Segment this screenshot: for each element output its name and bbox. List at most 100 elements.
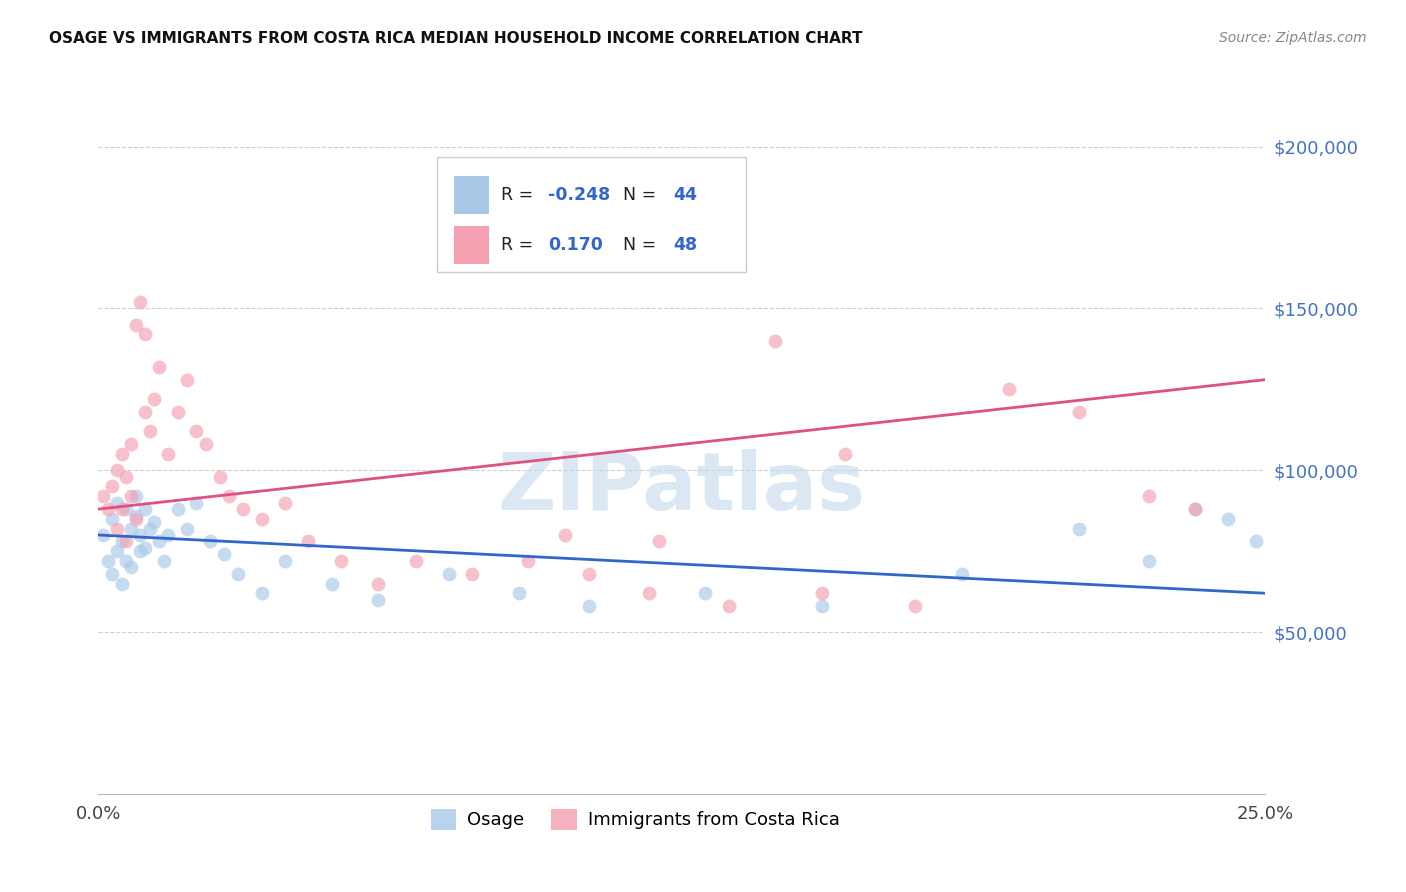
Point bbox=[516, 554, 538, 568]
Text: N =: N = bbox=[612, 186, 662, 204]
Point bbox=[811, 599, 834, 614]
Point bbox=[134, 541, 156, 555]
Point bbox=[176, 373, 198, 387]
Point bbox=[461, 566, 484, 581]
Point bbox=[105, 544, 128, 558]
Point bbox=[125, 508, 148, 523]
Point bbox=[143, 515, 166, 529]
Point bbox=[148, 359, 170, 374]
Point bbox=[97, 554, 120, 568]
Text: N =: N = bbox=[612, 235, 662, 254]
Text: -0.248: -0.248 bbox=[548, 186, 610, 204]
Point bbox=[120, 437, 142, 451]
Point bbox=[250, 512, 273, 526]
Point bbox=[274, 495, 297, 509]
Point bbox=[91, 528, 114, 542]
Point bbox=[578, 599, 600, 614]
Text: OSAGE VS IMMIGRANTS FROM COSTA RICA MEDIAN HOUSEHOLD INCOME CORRELATION CHART: OSAGE VS IMMIGRANTS FROM COSTA RICA MEDI… bbox=[49, 31, 863, 46]
Point bbox=[115, 469, 138, 483]
Text: R =: R = bbox=[501, 235, 544, 254]
Point bbox=[367, 576, 389, 591]
Point bbox=[111, 534, 134, 549]
Point bbox=[554, 528, 576, 542]
Point bbox=[1184, 502, 1206, 516]
Text: Source: ZipAtlas.com: Source: ZipAtlas.com bbox=[1219, 31, 1367, 45]
Point bbox=[250, 586, 273, 600]
Point bbox=[101, 512, 124, 526]
Point bbox=[120, 560, 142, 574]
Point bbox=[139, 522, 162, 536]
Point bbox=[717, 599, 740, 614]
Point bbox=[218, 489, 240, 503]
Legend: Osage, Immigrants from Costa Rica: Osage, Immigrants from Costa Rica bbox=[423, 802, 846, 837]
FancyBboxPatch shape bbox=[454, 226, 489, 264]
Point bbox=[508, 586, 530, 600]
Point bbox=[321, 576, 343, 591]
Point bbox=[129, 295, 152, 310]
Point bbox=[437, 566, 460, 581]
Point bbox=[166, 502, 188, 516]
Point bbox=[157, 528, 180, 542]
Point bbox=[405, 554, 427, 568]
Point bbox=[115, 502, 138, 516]
Point bbox=[834, 447, 856, 461]
Point bbox=[228, 566, 250, 581]
Point bbox=[134, 502, 156, 516]
Point bbox=[105, 495, 128, 509]
Point bbox=[232, 502, 254, 516]
Point bbox=[125, 512, 148, 526]
Point bbox=[125, 318, 148, 332]
Point bbox=[111, 502, 134, 516]
Point bbox=[111, 576, 134, 591]
Point bbox=[129, 528, 152, 542]
Point bbox=[101, 479, 124, 493]
Point bbox=[1067, 405, 1090, 419]
Point bbox=[97, 502, 120, 516]
Point bbox=[194, 437, 217, 451]
Point bbox=[148, 534, 170, 549]
Point bbox=[176, 522, 198, 536]
Point bbox=[208, 469, 231, 483]
Point bbox=[186, 495, 208, 509]
Point bbox=[904, 599, 927, 614]
Point bbox=[950, 566, 973, 581]
Point bbox=[115, 554, 138, 568]
Point bbox=[143, 392, 166, 406]
Point bbox=[1244, 534, 1267, 549]
Point bbox=[120, 489, 142, 503]
Point bbox=[129, 544, 152, 558]
Point bbox=[1067, 522, 1090, 536]
Point bbox=[638, 586, 661, 600]
Text: R =: R = bbox=[501, 186, 538, 204]
Point bbox=[214, 548, 236, 562]
Point bbox=[1184, 502, 1206, 516]
Point bbox=[105, 463, 128, 477]
Point bbox=[811, 586, 834, 600]
Point bbox=[200, 534, 222, 549]
Point bbox=[367, 592, 389, 607]
Point bbox=[134, 327, 156, 342]
Point bbox=[1137, 554, 1160, 568]
Point bbox=[139, 425, 162, 439]
Point bbox=[134, 405, 156, 419]
Point bbox=[166, 405, 188, 419]
Point bbox=[1216, 512, 1239, 526]
Point bbox=[125, 489, 148, 503]
Point bbox=[91, 489, 114, 503]
Point bbox=[101, 566, 124, 581]
Point bbox=[763, 334, 786, 348]
Point bbox=[1137, 489, 1160, 503]
Text: 0.170: 0.170 bbox=[548, 235, 603, 254]
Text: 44: 44 bbox=[673, 186, 697, 204]
Point bbox=[105, 522, 128, 536]
FancyBboxPatch shape bbox=[454, 176, 489, 214]
Point bbox=[997, 383, 1019, 397]
Point bbox=[274, 554, 297, 568]
FancyBboxPatch shape bbox=[437, 157, 747, 272]
Point bbox=[297, 534, 319, 549]
Point bbox=[330, 554, 353, 568]
Point bbox=[115, 534, 138, 549]
Point bbox=[186, 425, 208, 439]
Point bbox=[578, 566, 600, 581]
Text: ZIPatlas: ZIPatlas bbox=[498, 449, 866, 527]
